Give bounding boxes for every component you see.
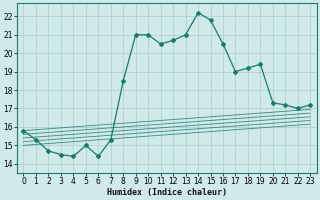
X-axis label: Humidex (Indice chaleur): Humidex (Indice chaleur) (107, 188, 227, 197)
